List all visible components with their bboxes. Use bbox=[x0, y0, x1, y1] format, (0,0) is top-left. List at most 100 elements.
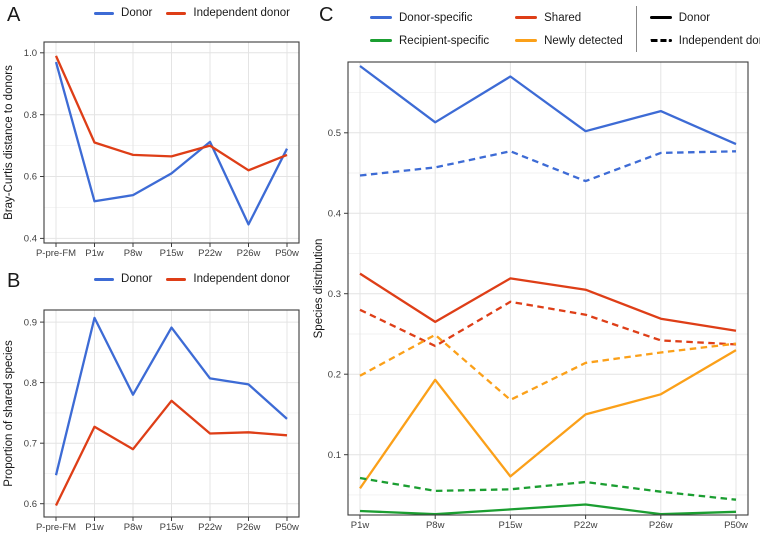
x-tick-label: P1w bbox=[351, 520, 370, 531]
y-axis-title: Proportion of shared species bbox=[3, 340, 15, 487]
legend-entry-shared: Shared bbox=[515, 12, 623, 24]
legend-color-column-2: Shared Newly detected bbox=[515, 12, 623, 47]
panel-a-legend: Donor Independent donor bbox=[0, 7, 312, 19]
x-tick-label: P15w bbox=[499, 520, 523, 531]
series-line-shared-independent-donor bbox=[359, 300, 737, 348]
panel-a-letter: A bbox=[7, 4, 21, 26]
x-tick-label: P26w bbox=[649, 520, 673, 531]
y-tick-label: 1.0 bbox=[24, 48, 37, 59]
right-column: C Donor-specific Recipient-specific bbox=[312, 0, 760, 533]
legend-linetype-column: Donor Independent donor bbox=[649, 11, 760, 47]
panel-b-chart: 0.6 0.7 0.8 0.9 P-pre-FM P1w P8w P15w P22w P26w P5… bbox=[3, 309, 300, 533]
newly-detected-line-key bbox=[515, 39, 538, 42]
legend-entry-recipient-specific: Recipient-specific bbox=[370, 35, 489, 47]
panel-b: B Donor Independent donor 0.6 0.7 0.8 0.9 P-… bbox=[0, 266, 312, 533]
legend-label: Independent donor bbox=[678, 34, 760, 47]
x-tick-label: P22w bbox=[198, 522, 222, 533]
x-tick-label: P8w bbox=[124, 522, 143, 533]
panel-c-header: C Donor-specific Recipient-specific bbox=[312, 0, 760, 58]
donor-specific-line-key bbox=[370, 16, 392, 19]
series-line-shared-donor bbox=[359, 272, 737, 332]
y-tick-label: 0.6 bbox=[24, 172, 37, 183]
x-tick-label: P26w bbox=[237, 248, 261, 259]
legend-entry-newly-detected: Newly detected bbox=[515, 35, 623, 47]
x-tick-label: P-pre-FM bbox=[36, 248, 76, 259]
panel-b-legend: Donor Independent donor bbox=[0, 273, 312, 285]
legend-entry-linetype-donor: Donor bbox=[649, 11, 760, 24]
series-line-newly-detected-donor bbox=[359, 349, 737, 490]
y-tick-label: 0.6 bbox=[24, 499, 37, 510]
x-tick-label: P1w bbox=[85, 248, 104, 259]
y-axis-title: Bray-Curtis distance to donors bbox=[3, 65, 15, 220]
y-tick-label: 0.4 bbox=[328, 209, 341, 220]
x-tick-label: P26w bbox=[237, 522, 261, 533]
panel-c-letter: C bbox=[319, 4, 334, 26]
x-tick-label: P22w bbox=[574, 520, 598, 531]
y-tick-label: 0.8 bbox=[24, 378, 37, 389]
legend-label: Independent donor bbox=[193, 273, 290, 285]
panel-a: A Donor Independent donor 0.4 0.6 0.8 1.0 P-… bbox=[0, 0, 312, 266]
legend-label: Donor bbox=[121, 7, 153, 19]
shared-line-key bbox=[515, 16, 538, 19]
series-line-donor bbox=[54, 61, 289, 226]
y-axis-title: Species distribution bbox=[313, 239, 325, 339]
legend-label: Donor bbox=[121, 273, 153, 285]
panel-c-chart: 0.1 0.2 0.3 0.4 0.5 P1w P8w P15w P22w P26w P50w Spe… bbox=[313, 61, 749, 531]
donor-line-key bbox=[94, 277, 115, 281]
dashed-linetype-key bbox=[649, 39, 672, 42]
x-tick-label: P22w bbox=[198, 248, 222, 259]
y-tick-label: 0.5 bbox=[328, 128, 341, 139]
legend-label: Shared bbox=[544, 11, 582, 24]
series-line-recipient-specific-independent-donor bbox=[359, 476, 737, 501]
legend-entry-linetype-independent-donor: Independent donor bbox=[649, 34, 760, 47]
y-tick-label: 0.8 bbox=[24, 110, 37, 121]
x-tick-label: P15w bbox=[160, 522, 184, 533]
y-tick-label: 0.4 bbox=[24, 234, 37, 245]
y-tick-label: 0.9 bbox=[24, 317, 37, 328]
series-line-independent-donor bbox=[54, 55, 288, 172]
legend-entry-donor-specific: Donor-specific bbox=[370, 12, 489, 24]
y-tick-label: 0.1 bbox=[328, 450, 341, 461]
legend-label: Recipient-specific bbox=[399, 34, 490, 47]
x-tick-label: P8w bbox=[124, 248, 143, 259]
recipient-specific-line-key bbox=[370, 39, 392, 42]
series-line-donor-specific-independent-donor bbox=[359, 150, 737, 183]
legend-entry-independent-donor: Independent donor bbox=[166, 273, 290, 285]
legend-color-column-1: Donor-specific Recipient-specific bbox=[370, 12, 489, 47]
legend-entry-independent-donor: Independent donor bbox=[166, 7, 290, 19]
panel-c-legend: Donor-specific Recipient-specific Shared bbox=[370, 6, 760, 52]
x-tick-label: P50w bbox=[275, 522, 299, 533]
series-line-donor-specific-donor bbox=[359, 65, 737, 146]
legend-label: Newly detected bbox=[544, 34, 623, 47]
panel-a-header: A Donor Independent donor bbox=[0, 0, 312, 30]
panel-a-chart: 0.4 0.6 0.8 1.0 P-pre-FM P1w P8w P15w P22w P26w P5… bbox=[3, 41, 300, 259]
x-tick-label: P8w bbox=[426, 520, 445, 531]
x-tick-label: P-pre-FM bbox=[36, 522, 76, 533]
legend-label: Donor-specific bbox=[399, 11, 473, 24]
x-tick-label: P15w bbox=[160, 248, 184, 259]
legend-label: Independent donor bbox=[193, 7, 290, 19]
independent-donor-line-key bbox=[166, 11, 187, 15]
y-tick-label: 0.3 bbox=[328, 289, 341, 300]
donor-line-key bbox=[94, 11, 115, 15]
legend-entry-donor: Donor bbox=[94, 273, 152, 285]
x-tick-label: P50w bbox=[275, 248, 299, 259]
series-line-donor bbox=[54, 316, 288, 476]
legend-divider bbox=[635, 6, 637, 52]
independent-donor-line-key bbox=[166, 277, 187, 281]
panel-border bbox=[347, 61, 749, 516]
x-tick-label: P1w bbox=[85, 522, 104, 533]
y-tick-label: 0.2 bbox=[328, 369, 341, 380]
series-line-recipient-specific-donor bbox=[359, 503, 737, 516]
left-column: A Donor Independent donor 0.4 0.6 0.8 1.0 P-… bbox=[0, 0, 312, 533]
solid-linetype-key bbox=[649, 16, 672, 19]
series-line-newly-detected-independent-donor bbox=[359, 333, 737, 402]
legend-label: Donor bbox=[678, 11, 711, 24]
series-line-independent-donor bbox=[54, 399, 288, 507]
y-tick-label: 0.7 bbox=[24, 438, 37, 449]
x-tick-label: P50w bbox=[724, 520, 748, 531]
panel-b-header: B Donor Independent donor bbox=[0, 266, 312, 296]
panel-b-letter: B bbox=[7, 270, 21, 292]
legend-entry-donor: Donor bbox=[94, 7, 152, 19]
